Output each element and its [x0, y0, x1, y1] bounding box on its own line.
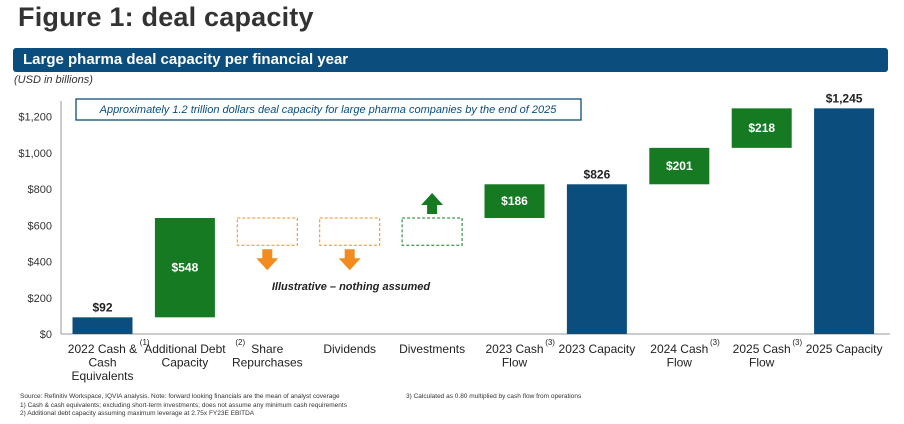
category-footnote-marker: (1): [140, 338, 150, 347]
units-label: (USD in billions): [14, 74, 93, 86]
bar: [649, 147, 710, 185]
bar: [731, 108, 792, 148]
data-label: $218: [748, 121, 775, 135]
category-label: 2024 Cash Flow: [650, 342, 708, 370]
down-arrow-icon: [338, 249, 361, 271]
footnotes: Source: Refinitiv Workspace, IQVIA analy…: [20, 393, 400, 419]
category-label: 2023 Cash Flow: [485, 342, 543, 370]
data-label: $201: [666, 159, 693, 173]
down-arrow-icon: [256, 249, 279, 271]
category-label: Divestments: [399, 342, 465, 356]
y-tick-label: $600: [28, 220, 52, 232]
y-tick-label: $800: [28, 184, 52, 196]
waterfall-chart: $0 $200 $400 $600 $800 $1,000 $1,200 $92 $548 $18…: [18, 91, 890, 383]
figure-title: Figure 1: deal capacity: [18, 2, 314, 32]
footnote-1: 1) Cash & cash equivalents; excluding sh…: [20, 401, 347, 409]
illustrative-note: Illustrative – nothing assumed: [272, 281, 431, 293]
data-label: $826: [584, 167, 611, 181]
chart-banner: Large pharma deal capacity per financial…: [13, 48, 888, 72]
bar: [814, 108, 875, 334]
annotation-box: [75, 98, 582, 121]
category-footnote-marker: (2): [235, 338, 245, 347]
data-label: $186: [501, 194, 528, 208]
category-footnote-marker: (3): [710, 338, 720, 347]
y-tick-label: $1,200: [18, 112, 52, 124]
bar: [72, 317, 133, 334]
y-tick-label: $200: [28, 293, 52, 305]
category-label: Share Repurchases: [232, 342, 303, 370]
data-label: $92: [92, 300, 112, 314]
banner-title: Large pharma deal capacity per financial…: [23, 51, 349, 68]
placeholder-bar: [319, 217, 381, 246]
category-footnote-marker: (3): [792, 338, 802, 347]
data-label: $548: [172, 261, 199, 275]
up-arrow-icon: [421, 193, 444, 214]
category-label: 2025 Capacity: [806, 342, 883, 356]
footnote-source: Source: Refinitiv Workspace, IQVIA analy…: [20, 393, 340, 400]
category-footnote-marker: (3): [545, 338, 555, 347]
category-label: 2025 Cash Flow: [733, 342, 791, 370]
placeholder-bar: [401, 217, 463, 246]
bar: [484, 184, 545, 218]
footnote-3: 3) Calculated as 0.80 multiplied by cash…: [406, 393, 582, 400]
category-label: 2023 Capacity: [559, 342, 636, 356]
category-label: Additional Debt Capacity: [144, 342, 226, 370]
category-label: 2022 Cash & Cash Equivalents: [68, 342, 137, 383]
bar: [566, 184, 627, 334]
annotation-text: Approximately 1.2 trillion dollars deal …: [99, 104, 558, 116]
y-tick-label: $400: [28, 257, 52, 269]
data-label: $1,245: [826, 91, 863, 105]
y-tick-label: $1,000: [18, 148, 52, 160]
bar: [154, 218, 215, 318]
placeholder-bar: [236, 217, 298, 246]
y-tick-label: $0: [40, 329, 52, 341]
footnote-2: 2) Additional debt capacity assuming max…: [20, 410, 255, 417]
category-label: Dividends: [323, 342, 376, 356]
